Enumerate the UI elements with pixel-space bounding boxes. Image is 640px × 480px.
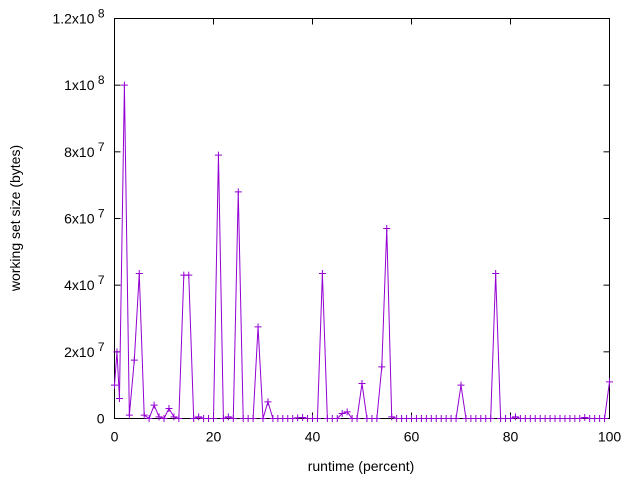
data-point [264,398,272,406]
data-point [210,415,217,422]
y-tick-label: 6x10 7 [64,207,105,227]
data-point [229,415,237,422]
data-point [353,415,361,422]
data-point [195,413,203,421]
data-point [581,414,589,421]
x-tick-label: 100 [598,429,622,445]
data-point [338,410,346,417]
x-tick-label: 80 [503,429,519,445]
data-point [224,413,232,421]
data-point [170,413,178,421]
x-tick-label: 40 [305,429,321,445]
data-point [125,411,133,419]
data-point [576,415,584,422]
data-point [373,415,381,422]
data-point [150,401,158,409]
data-point [289,415,297,422]
data-point [115,395,123,402]
data-point [259,415,267,422]
data-point [383,225,391,232]
data-point [185,271,193,279]
y-tick-label: 4x10 7 [64,273,105,293]
data-point [254,323,262,331]
data-point [333,415,341,422]
y-tick-label: 0 [97,411,105,427]
data-point [511,413,519,421]
data-point [606,378,613,386]
data-point [120,81,128,89]
data-point [175,415,183,422]
data-point [219,415,227,422]
y-tick-label: 2x10 7 [64,340,105,360]
data-point [457,381,465,389]
data-point [249,415,257,422]
data-point [155,413,163,421]
data-point [190,415,198,422]
data-point [452,415,460,422]
data-point [601,415,609,422]
x-tick-label: 20 [206,429,222,445]
data-point [318,270,326,277]
data-point [160,415,168,422]
data-point [130,356,138,364]
data-point [135,270,143,277]
x-tick-label: 0 [111,429,119,445]
data-point [492,270,500,277]
y-axis-label: working set size (bytes) [7,145,23,292]
x-axis-label: runtime (percent) [308,458,415,474]
data-point [343,408,351,416]
y-tick-label: 8x10 7 [64,140,105,160]
data-point [378,363,386,371]
plot-border [114,18,610,419]
data-point [507,415,514,422]
data-point [388,413,396,421]
series-line [114,85,610,420]
data-point [111,381,118,389]
data-point [358,380,366,387]
data-point [113,348,121,356]
data-point [165,405,173,412]
data-point [234,188,242,196]
y-tick-label: 1.2x10 8 [52,7,104,27]
y-tick-label: 1x10 8 [64,73,105,93]
data-point [145,415,153,422]
data-point [487,415,495,422]
data-point [313,415,321,422]
data-point [140,411,148,419]
x-tick-label: 60 [404,429,420,445]
data-point [214,151,222,159]
data-point [299,414,307,421]
